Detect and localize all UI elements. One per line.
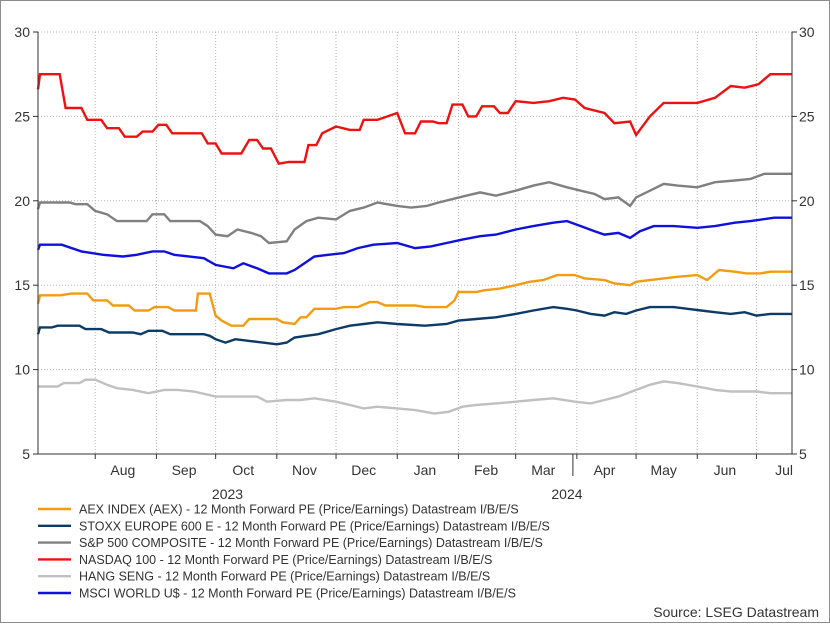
y-tick-label-left: 30	[14, 24, 30, 40]
y-tick-label-right: 5	[799, 446, 807, 462]
legend: AEX INDEX (AEX) - 12 Month Forward PE (P…	[38, 503, 550, 601]
series-line-5	[36, 216, 792, 275]
y-tick-label-left: 25	[14, 108, 30, 124]
x-tick-label: May	[650, 462, 676, 478]
x-tick-label: Mar	[531, 462, 555, 478]
series-line-0	[36, 268, 792, 327]
legend-label-5: MSCI WORLD U$ - 12 Month Forward PE (Pri…	[79, 587, 516, 601]
y-tick-label-left: 5	[22, 446, 30, 462]
y-tick-label-right: 25	[799, 108, 815, 124]
x-tick-label: Sep	[172, 462, 197, 478]
y-tick-label-left: 15	[14, 277, 30, 293]
x-tick-label: Jan	[414, 462, 437, 478]
x-tick-label: Apr	[594, 462, 616, 478]
grid-layer	[38, 31, 792, 454]
y-tick-label-right: 20	[799, 193, 815, 209]
series-line-1	[36, 305, 792, 346]
y-tick-label-left: 20	[14, 193, 30, 209]
legend-label-4: HANG SENG - 12 Month Forward PE (Price/E…	[79, 570, 490, 584]
x-tick-label: Aug	[110, 462, 135, 478]
x-tick-label: Dec	[351, 462, 376, 478]
y-tick-label-right: 30	[799, 24, 815, 40]
y-tick-label-right: 15	[799, 277, 815, 293]
x-tick-label: Jul	[775, 462, 793, 478]
y-tick-label-left: 10	[14, 362, 30, 378]
legend-label-3: NASDAQ 100 - 12 Month Forward PE (Price/…	[79, 553, 492, 567]
series-line-2	[36, 172, 792, 245]
legend-label-2: S&P 500 COMPOSITE - 12 Month Forward PE …	[79, 536, 543, 550]
axis-layer: 5 5 10 10 15 15 20 20 25 25 30 30 Aug Sep Oct Nov Dec Jan…	[14, 24, 814, 502]
year-label: 2023	[212, 486, 243, 502]
year-label: 2024	[551, 486, 582, 502]
x-tick-label: Feb	[474, 462, 498, 478]
legend-label-0: AEX INDEX (AEX) - 12 Month Forward PE (P…	[79, 503, 519, 517]
legend-label-1: STOXX EUROPE 600 E - 12 Month Forward PE…	[79, 519, 550, 533]
series-layer	[36, 73, 792, 415]
source-note: Source: LSEG Datastream	[653, 604, 819, 620]
series-line-4	[38, 378, 792, 415]
series-line-3	[36, 73, 792, 166]
x-tick-label: Nov	[292, 462, 317, 478]
x-tick-label: Jun	[714, 462, 737, 478]
x-tick-label: Oct	[232, 462, 254, 478]
y-tick-label-right: 10	[799, 362, 815, 378]
